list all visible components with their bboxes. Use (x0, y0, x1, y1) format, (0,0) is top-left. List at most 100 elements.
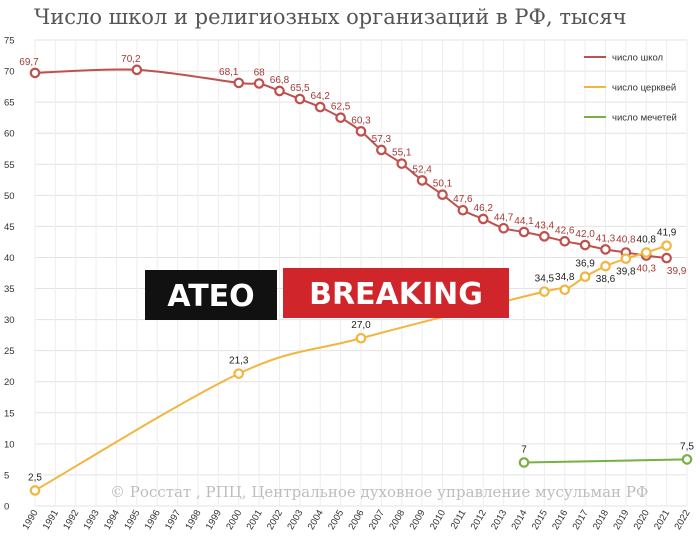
data-point (640, 247, 652, 258)
banner-left-text: ATEO (167, 279, 254, 314)
data-point (600, 244, 611, 255)
data-point (253, 78, 265, 89)
series-layer: 69,7 70,2 68,1 68 66,865,564,262,560,357,355… (19, 54, 694, 496)
data-label: 42,0 (575, 229, 595, 240)
y-tick-label: 30 (4, 315, 15, 326)
data-point (233, 77, 245, 89)
data-point (681, 454, 693, 465)
data-label: 39,8 (616, 267, 636, 278)
data-label: 21,3 (229, 356, 249, 367)
x-tick-label: 1993 (82, 508, 102, 532)
x-tick-label: 2022 (673, 508, 693, 532)
data-label: 60,3 (351, 115, 371, 126)
data-point (661, 240, 672, 251)
x-tick-label: 2018 (591, 508, 611, 532)
x-tick-label: 1995 (122, 508, 142, 532)
data-label: 52,4 (412, 164, 432, 175)
x-tick-label: 2001 (245, 508, 265, 532)
series-line (523, 458, 688, 464)
data-point (131, 64, 143, 76)
x-tick-label: 1998 (184, 508, 204, 532)
data-point (579, 271, 591, 283)
x-tick-label: 2000 (224, 508, 244, 532)
x-tick-label: 2020 (632, 508, 652, 532)
data-label: 47,6 (453, 194, 473, 205)
data-label: 7 (521, 445, 527, 456)
data-point (416, 175, 428, 186)
y-tick-label: 65 (4, 98, 15, 109)
data-point (274, 85, 285, 97)
x-tick-label: 2006 (347, 508, 367, 532)
data-point (396, 158, 408, 169)
x-tick-label: 1990 (21, 508, 41, 532)
y-tick-label: 70 (4, 67, 15, 78)
y-tick-label: 15 (4, 408, 15, 419)
data-label: 65,5 (290, 83, 310, 94)
data-label: 44,1 (514, 216, 534, 227)
y-tick-label: 75 (4, 36, 15, 47)
data-label: 39,9 (667, 266, 687, 277)
data-label: 36,9 (575, 259, 595, 270)
data-label: 64,2 (311, 91, 331, 102)
data-label: 43,4 (535, 220, 555, 231)
y-tick-label: 45 (4, 222, 15, 233)
data-label: 40,8 (637, 234, 657, 245)
x-tick-label: 2019 (611, 508, 631, 532)
data-point (539, 231, 550, 242)
y-tick-label: 25 (4, 346, 15, 357)
data-label: 55,1 (392, 148, 412, 159)
data-point (477, 213, 489, 225)
x-tick-label: 1991 (41, 508, 61, 532)
x-tick-label: 2004 (306, 508, 326, 532)
data-point (600, 260, 611, 272)
x-tick-label: 2010 (428, 508, 448, 532)
y-tick-label: 0 (4, 502, 9, 513)
data-label: 69,7 (19, 57, 39, 68)
data-point (539, 286, 550, 297)
data-point (559, 236, 571, 247)
data-label: 57,3 (372, 134, 392, 145)
x-tick-label: 1997 (163, 508, 183, 532)
data-point (335, 112, 346, 123)
data-label: 68,1 (219, 67, 239, 78)
x-tick-label: 1994 (102, 508, 122, 532)
data-point (518, 457, 530, 468)
data-label: 40,8 (616, 234, 636, 245)
data-point (518, 226, 530, 238)
y-tick-label: 40 (4, 253, 15, 264)
data-point (355, 332, 367, 344)
x-tick-label: 2015 (530, 508, 550, 532)
data-point (29, 67, 41, 79)
data-label: 66,8 (270, 75, 290, 86)
data-label: 42,6 (555, 225, 575, 236)
data-point (437, 189, 448, 201)
x-tick-label: 2021 (652, 508, 672, 532)
x-tick-label: 2013 (489, 508, 509, 532)
data-label: 40,3 (637, 264, 657, 275)
y-tick-label: 20 (4, 377, 15, 388)
data-label: 34,5 (535, 274, 555, 285)
legend-label: число школ (612, 53, 663, 64)
y-tick-label: 55 (4, 160, 15, 171)
x-tick-label: 2012 (469, 508, 489, 532)
legend-label: число церквей (612, 83, 676, 94)
data-label: 62,5 (331, 102, 351, 113)
x-tick-label: 2005 (326, 508, 346, 532)
data-label: 2,5 (28, 472, 42, 483)
data-label: 38,6 (596, 274, 616, 285)
y-tick-label: 10 (4, 439, 15, 450)
data-point (376, 144, 387, 156)
x-axis-ticks: 1990 1991 1992 1993 1994 1995 1996 1997 1998 1999… (21, 508, 693, 532)
data-label: 50,1 (433, 179, 453, 190)
data-point (294, 93, 306, 105)
y-axis-ticks: 0 5 10 15 20 25 30 35 40 45 50 55 60 65 70 75 (4, 36, 15, 513)
data-point (661, 252, 672, 264)
y-tick-label: 35 (4, 284, 15, 295)
chart-title: Число школ и религиозных организаций в Р… (34, 5, 627, 29)
data-point (29, 485, 41, 496)
x-tick-label: 2011 (449, 508, 469, 531)
x-tick-label: 2014 (510, 508, 530, 532)
data-point (233, 368, 245, 379)
legend: число школ число церквей число мечетей (584, 53, 677, 124)
